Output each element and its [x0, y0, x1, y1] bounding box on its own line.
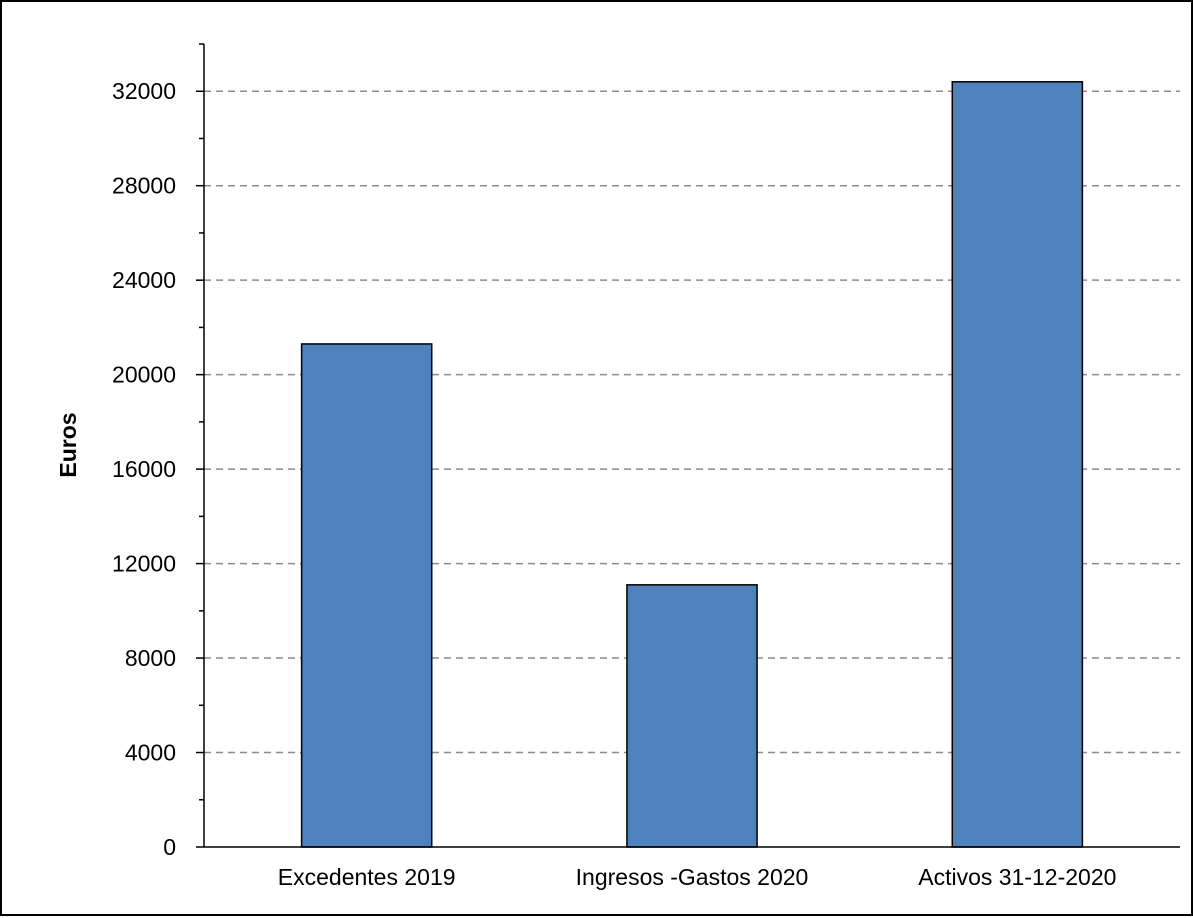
y-tick-labels: 0 4000 8000 12000 16000 20000 24000 28000 32000	[112, 43, 204, 860]
bars	[300, 81, 1084, 848]
x-tick-label: Excedentes 2019	[278, 864, 456, 890]
y-tick-label: 0	[163, 834, 176, 860]
y-tick-label: 16000	[112, 456, 176, 482]
bar	[300, 343, 433, 848]
y-tick-label: 8000	[125, 645, 176, 671]
y-tick-label: 4000	[125, 740, 176, 766]
bar	[626, 584, 758, 848]
y-tick-label: 32000	[112, 78, 176, 104]
y-axis-title: Euros	[55, 412, 81, 477]
y-tick-label: 24000	[112, 267, 176, 293]
y-tick-label: 28000	[112, 173, 176, 199]
x-tick-label: Activos 31-12-2020	[918, 864, 1116, 890]
y-tick-label: 20000	[112, 362, 176, 388]
bar	[951, 81, 1084, 848]
x-tick-labels: Excedentes 2019 Ingresos -Gastos 2020 Acti…	[278, 864, 1117, 890]
y-tick-label: 12000	[112, 551, 176, 577]
axes	[203, 44, 1180, 848]
x-tick-label: Ingresos -Gastos 2020	[576, 864, 809, 890]
